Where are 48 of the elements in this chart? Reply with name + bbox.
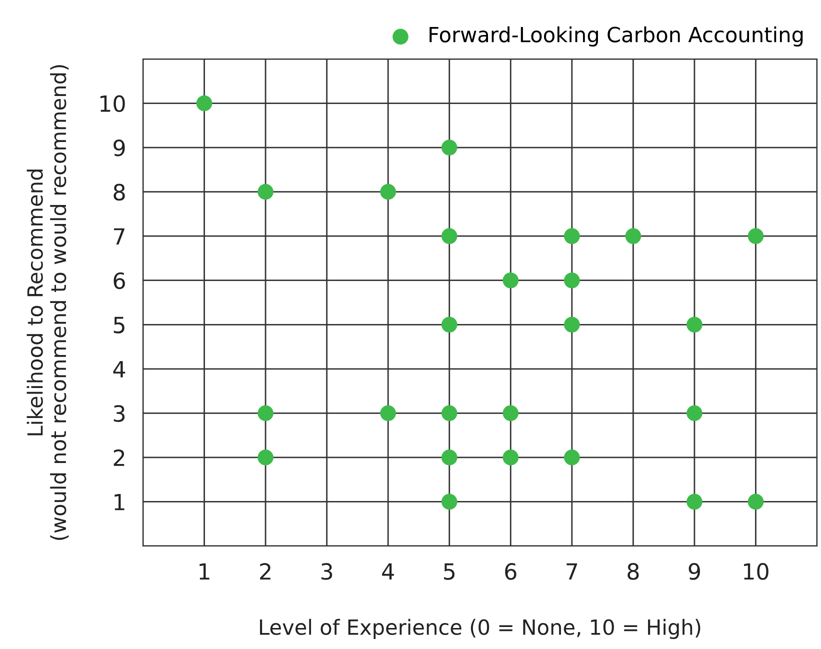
point bbox=[258, 184, 274, 200]
x-tick-label: 3 bbox=[321, 563, 332, 580]
point bbox=[564, 316, 580, 333]
point bbox=[441, 494, 458, 510]
legend-label: Forward-Looking Carbon Accounting bbox=[430, 26, 803, 46]
y-tick-label: 3 bbox=[114, 405, 125, 422]
y-tick-label: 7 bbox=[114, 228, 124, 245]
y-tick-label: 2 bbox=[114, 449, 124, 466]
y-tick-label: 10 bbox=[100, 95, 125, 112]
point bbox=[686, 316, 702, 333]
x-axis-title: Level of Experience (0 = None, 10 = High) bbox=[260, 618, 700, 640]
point bbox=[564, 228, 580, 244]
point bbox=[748, 228, 764, 244]
x-tick-label: 7 bbox=[566, 563, 578, 580]
point bbox=[564, 272, 580, 288]
x-tick-label: 1 bbox=[200, 563, 210, 580]
point bbox=[258, 450, 274, 466]
point bbox=[196, 95, 212, 112]
point bbox=[625, 228, 642, 244]
y-tick-label: 5 bbox=[114, 316, 124, 334]
x-tick-label: 9 bbox=[688, 563, 700, 580]
y-tick-label: 9 bbox=[114, 139, 125, 156]
point bbox=[441, 316, 458, 333]
point bbox=[502, 272, 519, 288]
y-tick-label: 4 bbox=[113, 361, 126, 378]
y-axis-title: Likelihood to Recommend (would not recommend to would recommend) bbox=[26, 65, 69, 540]
point bbox=[380, 184, 396, 200]
x-tick-label: 2 bbox=[260, 563, 270, 580]
point bbox=[686, 405, 702, 422]
x-tick-label: 6 bbox=[505, 563, 516, 580]
point bbox=[441, 228, 458, 244]
y-tick-label: 6 bbox=[114, 272, 125, 290]
x-tick-label: 8 bbox=[628, 563, 639, 580]
point bbox=[441, 140, 458, 156]
x-tick-label: 4 bbox=[382, 563, 394, 580]
point bbox=[686, 494, 702, 510]
point bbox=[441, 450, 458, 466]
point bbox=[502, 450, 519, 466]
x-tick-label: 10 bbox=[744, 563, 768, 580]
point bbox=[564, 450, 580, 466]
y-tick-label: 1 bbox=[114, 494, 124, 510]
point bbox=[258, 405, 274, 422]
y-tick-label: 8 bbox=[114, 184, 125, 201]
point bbox=[748, 494, 764, 510]
point bbox=[502, 405, 519, 422]
point bbox=[441, 405, 458, 422]
point bbox=[380, 405, 396, 422]
x-tick-label: 5 bbox=[444, 563, 454, 580]
